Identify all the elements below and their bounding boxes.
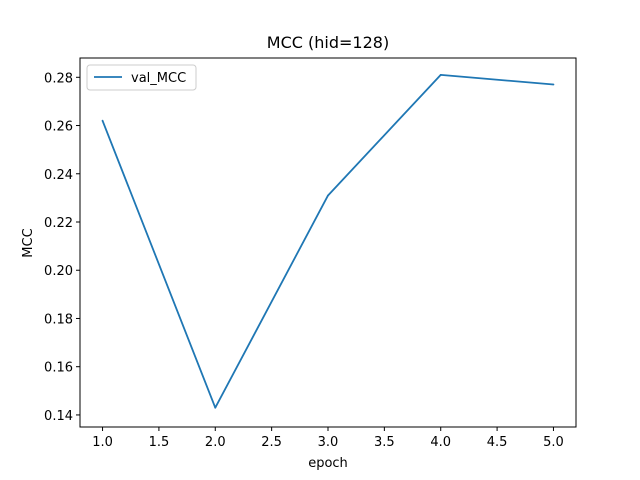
y-tick-label: 0.20 [44, 264, 73, 279]
x-tick-label: 2.5 [261, 435, 282, 450]
x-axis-label: epoch [308, 456, 348, 471]
y-tick-label: 0.22 [44, 216, 73, 231]
legend: val_MCC [86, 64, 197, 91]
x-tick-label: 3.0 [318, 435, 339, 450]
y-tick-label: 0.28 [44, 71, 73, 86]
y-tick-label: 0.14 [44, 409, 73, 424]
data-point [327, 194, 329, 197]
y-axis-label: MCC [21, 228, 36, 257]
chart-title: MCC (hid=128) [267, 33, 389, 52]
x-tick-label: 1.5 [149, 435, 170, 450]
x-tick-label: 1.0 [92, 435, 113, 450]
legend-box [86, 64, 197, 91]
y-tick-label: 0.16 [44, 361, 73, 376]
y-tick-label: 0.18 [44, 312, 73, 327]
y-axis: 0.14 0.16 0.18 0.20 0.22 0.24 0.26 0.28 [44, 71, 80, 424]
y-tick-label: 0.26 [44, 120, 73, 135]
plot-area [101, 73, 555, 409]
data-point [439, 73, 442, 76]
series-line-val_MCC [101, 73, 554, 409]
plot-frame [79, 57, 577, 428]
data-point [552, 83, 555, 86]
legend-label: val_MCC [131, 71, 186, 86]
x-tick-label: 3.5 [374, 435, 395, 450]
x-tick-label: 4.0 [430, 435, 451, 450]
data-point [214, 406, 217, 409]
x-tick-label: 4.5 [487, 435, 508, 450]
x-tick-label: 2.0 [205, 435, 226, 450]
y-tick-label: 0.24 [44, 168, 73, 183]
x-axis: 1.0 1.5 2.0 2.5 3.0 3.5 4.0 4.5 5.0 [92, 427, 564, 450]
x-tick-label: 5.0 [543, 435, 564, 450]
data-point [101, 119, 104, 122]
